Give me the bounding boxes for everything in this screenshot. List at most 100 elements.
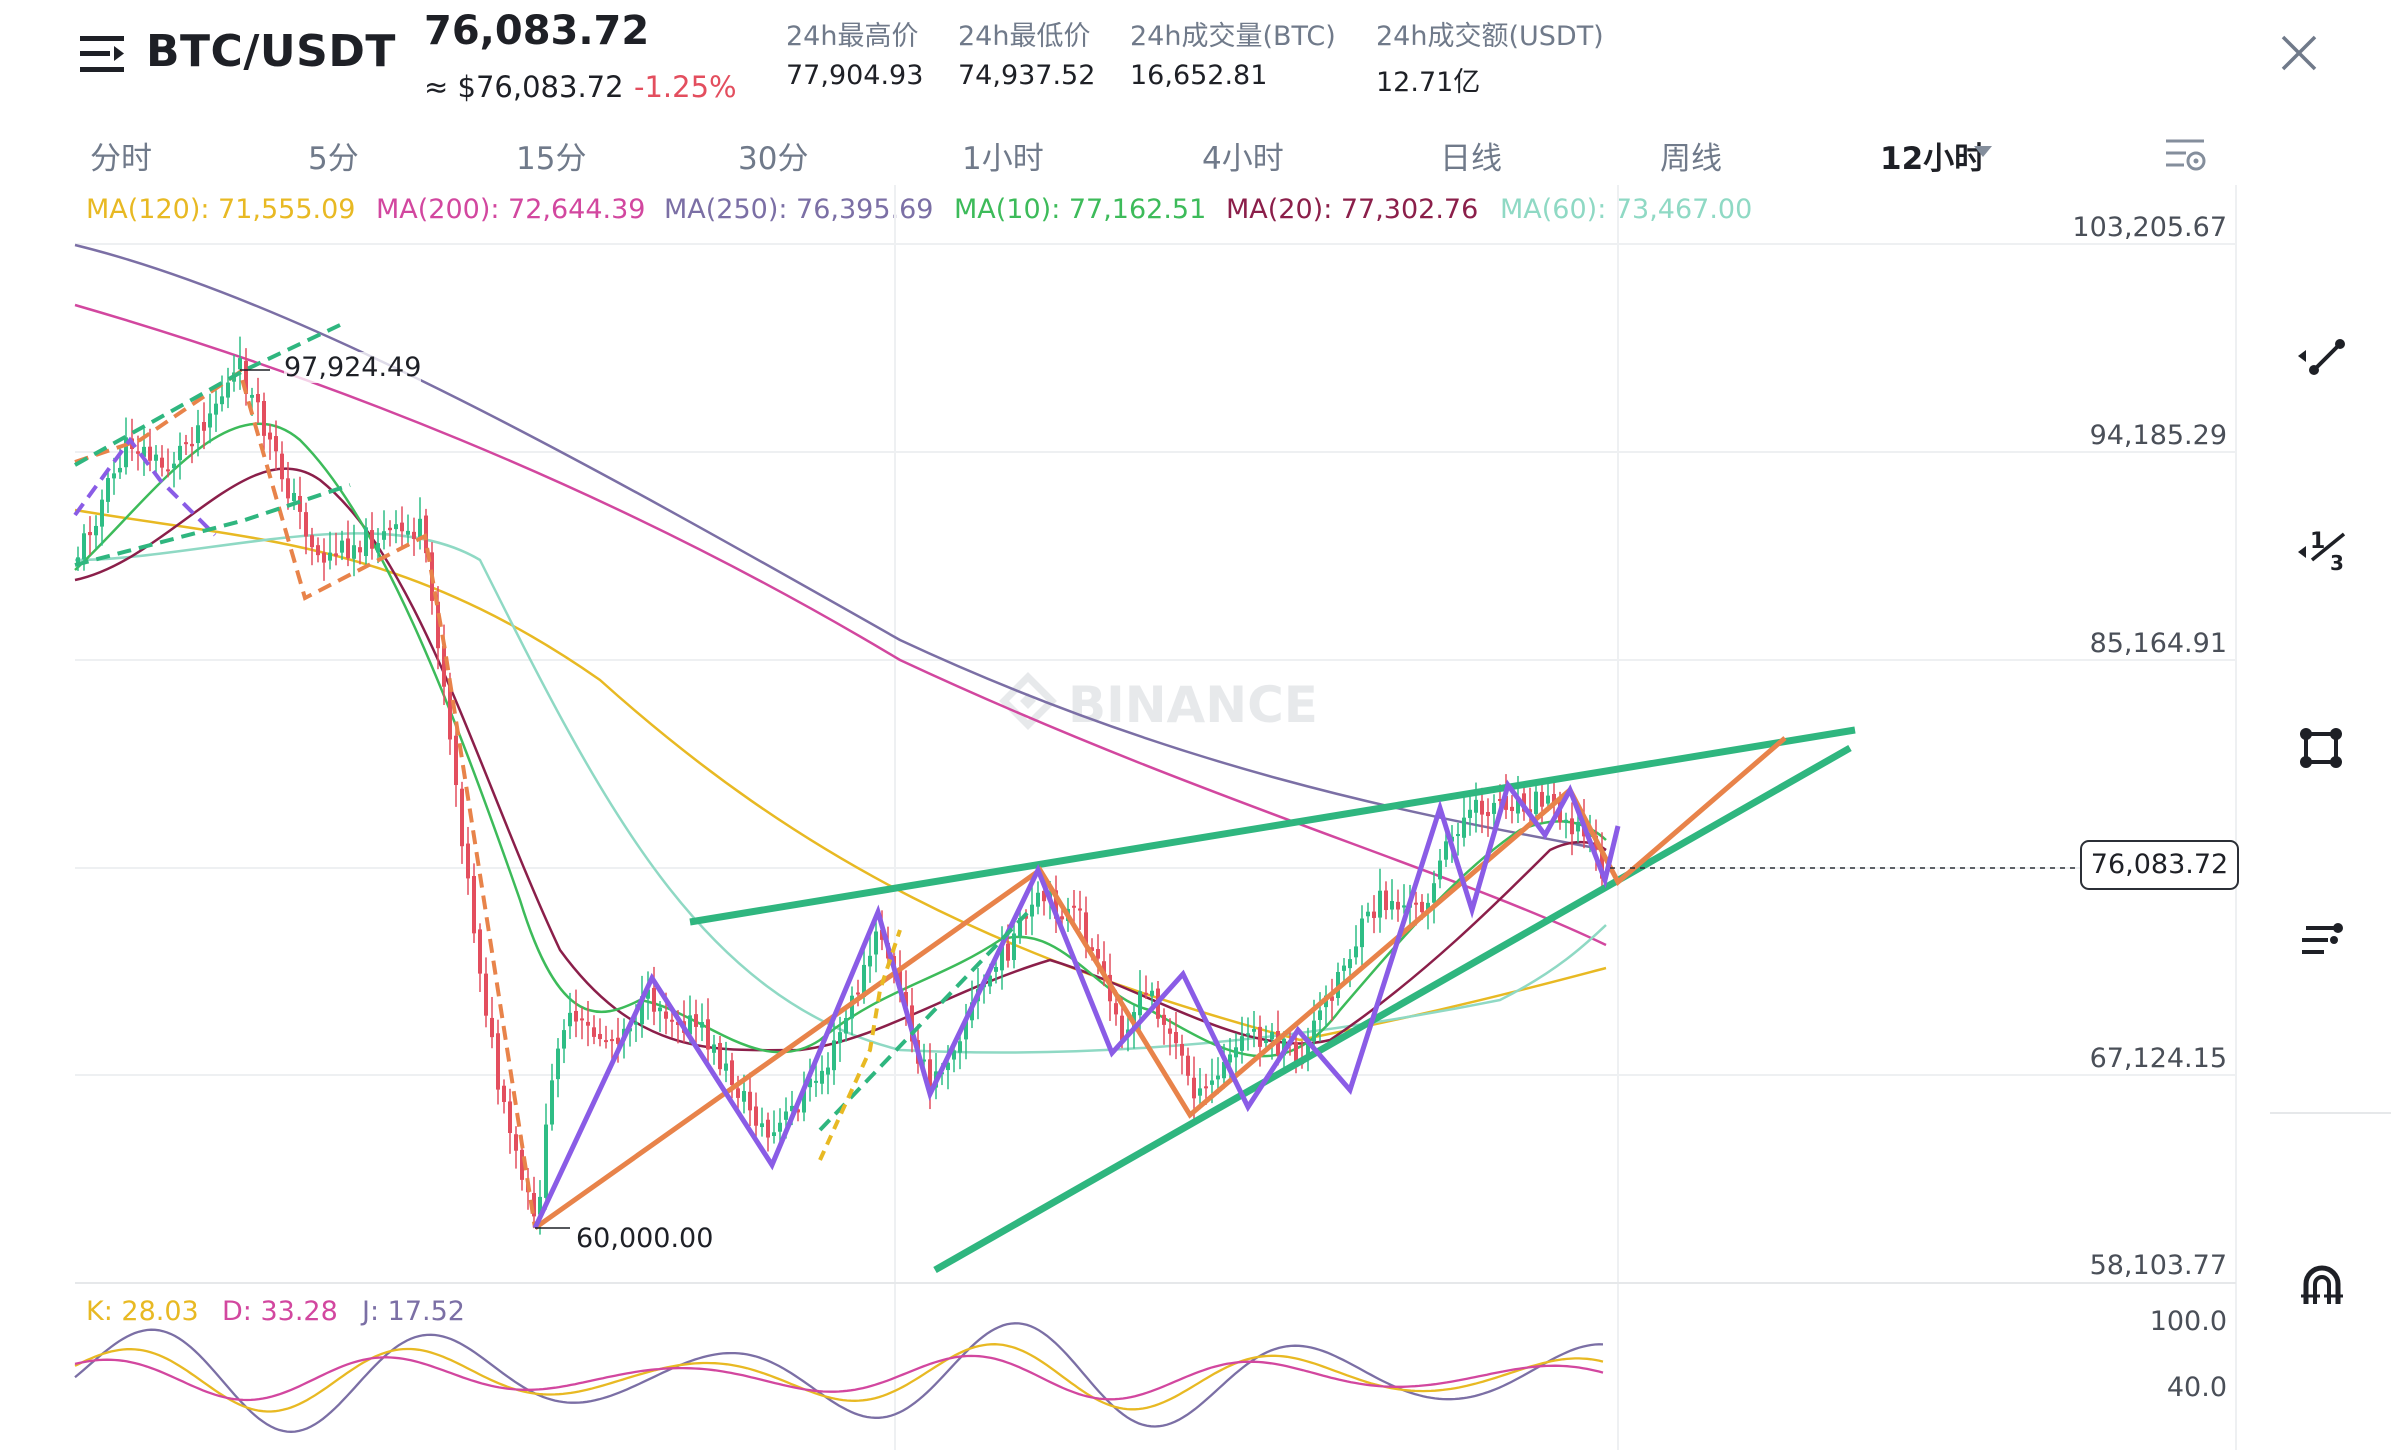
close-icon[interactable] [2280,34,2318,72]
candle-body [1576,821,1580,832]
trend-line-tool-icon[interactable] [2296,330,2348,382]
tab-timeframe-line[interactable]: 分时 [90,141,152,177]
candle-body [868,955,872,967]
candle-body [796,1109,800,1113]
binance-watermark: BINANCE [999,672,1318,734]
candle-body [124,437,128,468]
tab-timeframe-1h[interactable]: 1小时 [962,141,1044,177]
tab-timeframe-1w[interactable]: 周线 [1660,141,1722,177]
candle-body [340,540,344,553]
candle-body [820,1070,824,1084]
high-annotation: 97,924.49 [284,352,422,383]
kdj-d-label: D: 33.28 [222,1296,338,1327]
candle-body [208,413,212,428]
candle-body [1444,841,1448,860]
tab-timeframe-1d[interactable]: 日线 [1440,141,1502,177]
tab-timeframe-4h[interactable]: 4小时 [1202,141,1284,177]
tab-timeframe-30m[interactable]: 30分 [738,141,809,177]
candle-body [634,1022,638,1025]
candle-body [1348,959,1352,969]
candle-body [832,1040,836,1071]
candle-body [1012,933,1016,961]
candle-body [664,1011,668,1019]
candle-body [82,533,86,560]
candle-body [382,531,386,540]
stat-low-value: 74,937.52 [958,60,1096,91]
candle-body [1534,791,1538,814]
candle-body [1174,1032,1178,1044]
candle-body [184,442,188,445]
chevron-down-icon[interactable] [1974,146,1992,157]
price-axis-label: 103,205.67 [2072,212,2227,243]
candle-body [154,454,158,461]
candle-body [112,473,116,479]
candle-body [826,1067,830,1075]
candle-body [514,1134,518,1151]
trading-pair[interactable]: BTC/USDT [146,26,396,77]
kdj-axis-label: 40.0 [2166,1372,2227,1403]
candle-body [988,975,992,987]
candle-body [310,535,314,548]
candle-body [1084,912,1088,945]
candle-body [106,478,110,502]
candle-body [1342,965,1346,971]
candle-body [814,1080,818,1083]
candle-body [1258,1026,1262,1047]
ma10-legend: MA(10): 77,162.51 [954,194,1207,225]
candle-body [244,360,248,394]
candle-body [1090,947,1094,951]
tab-timeframe-15m[interactable]: 15分 [516,141,587,177]
fibonacci-tool-icon[interactable]: 1 3 [2296,524,2348,576]
ma200-legend: MA(200): 72,644.39 [376,194,646,225]
candle-body [928,1059,932,1090]
candle-body [478,929,482,974]
yellow-dashed-line [818,929,902,1161]
candle-body [784,1111,788,1120]
current-price-tag: 76,083.72 [2080,840,2239,890]
candle-body [658,1007,662,1012]
candle-body [502,1085,506,1103]
last-price: 76,083.72 [424,8,650,54]
candle-body [718,1042,722,1070]
candle-body [586,1021,590,1026]
indicator-list-icon[interactable] [2296,914,2348,966]
candle-body [274,436,278,452]
candle-body [196,425,200,444]
tab-timeframe-12h[interactable]: 12小时 [1880,141,1986,177]
candle-body [268,432,272,440]
candle-body [1366,911,1370,917]
candle-body [1498,799,1502,802]
candle-body [1600,851,1604,879]
kdj-d-line [74,1354,1604,1402]
user-drawings[interactable] [73,323,1856,1274]
chart-grid [75,185,2237,1450]
candle-body [724,1063,728,1071]
candle-body [286,478,290,499]
candle-body [190,443,194,447]
candle-body [1168,1028,1172,1034]
menu-icon[interactable] [80,36,124,72]
candle-body [1114,1003,1118,1015]
candle-body [1294,1041,1298,1063]
magnet-icon[interactable] [2296,1260,2348,1312]
candle-body [856,992,860,995]
candle-body [1246,1033,1250,1036]
candle-body [1240,1036,1244,1051]
candle-body [1432,883,1436,903]
rectangle-tool-icon[interactable] [2296,722,2348,774]
candle-body [1054,890,1058,919]
candle-body [790,1105,794,1112]
zigzag-purple-dashed [73,436,217,537]
candle-body [142,446,146,457]
candle-body [1510,806,1514,812]
candle-body [1378,890,1382,918]
candle-body [298,495,302,512]
tab-timeframe-5m[interactable]: 5分 [308,141,359,177]
candle-body [1042,890,1046,902]
candle-body [136,451,140,454]
candle-body [1480,800,1484,815]
candle-body [118,467,122,473]
chart-settings-icon[interactable] [2164,135,2206,175]
price-axis-label: 67,124.15 [2089,1043,2227,1074]
